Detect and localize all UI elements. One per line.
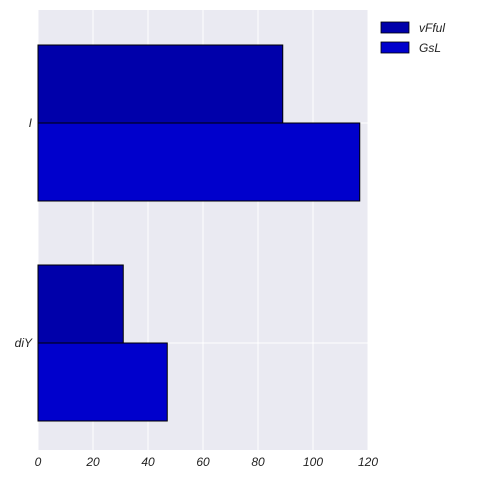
bar-diY-series-1	[37, 264, 124, 344]
bar-I-series-2	[37, 122, 361, 202]
x-tick-label-5: 100	[303, 455, 323, 469]
bar-I-series-1	[37, 44, 284, 124]
bar-diY-series-2	[37, 342, 168, 422]
legend-label-series-2: GsL	[419, 41, 441, 55]
x-tick-labels: 0 20 40 60 80 100 120	[35, 455, 379, 469]
legend-label-series-1: vFful	[419, 21, 445, 35]
x-tick-label-1: 20	[85, 455, 100, 469]
legend-swatch-series-1	[380, 21, 410, 34]
legend-swatch-series-2	[380, 41, 410, 54]
y-tick-label-1: diY	[15, 336, 33, 350]
x-tick-label-6: 120	[358, 455, 378, 469]
y-tick-label-0: I	[29, 116, 33, 130]
x-tick-label-4: 80	[251, 455, 265, 469]
x-tick-label-2: 40	[141, 455, 155, 469]
bars	[37, 44, 361, 422]
legend: vFful GsL	[380, 21, 445, 55]
x-tick-label-0: 0	[35, 455, 42, 469]
x-tick-label-3: 60	[196, 455, 210, 469]
